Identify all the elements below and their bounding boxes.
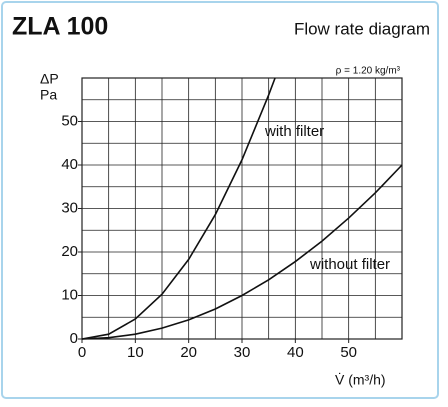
- curve: [81, 164, 403, 340]
- x-axis-label: V̇ (m³/h): [335, 372, 386, 388]
- y-tick-label: 40: [61, 156, 78, 173]
- x-tick-label: 40: [287, 344, 304, 361]
- y-tick-label: 10: [61, 286, 78, 303]
- chart-subtitle: Flow rate diagram: [294, 19, 430, 38]
- y-axis-unit: Pa: [40, 87, 57, 103]
- x-tick-label: 50: [340, 344, 357, 361]
- x-tick-label: 20: [180, 344, 197, 361]
- y-tick-label: 50: [61, 112, 78, 129]
- x-tick-label: 30: [234, 344, 251, 361]
- curve-label: without filter: [309, 256, 390, 273]
- curve-label: with filter: [264, 123, 324, 140]
- curve: [81, 77, 276, 340]
- y-tick-label: 0: [70, 330, 78, 347]
- x-tick-label: 10: [127, 344, 144, 361]
- density-note: ρ = 1.20 kg/m³: [336, 66, 401, 77]
- frame: [1, 1, 439, 399]
- plot-frame: [81, 77, 403, 340]
- x-tick-label: 0: [78, 344, 86, 361]
- y-tick-label: 20: [61, 243, 78, 260]
- y-tick-label: 30: [61, 199, 78, 216]
- chart-title: ZLA 100: [12, 13, 108, 41]
- y-axis-label: ΔP: [40, 71, 59, 87]
